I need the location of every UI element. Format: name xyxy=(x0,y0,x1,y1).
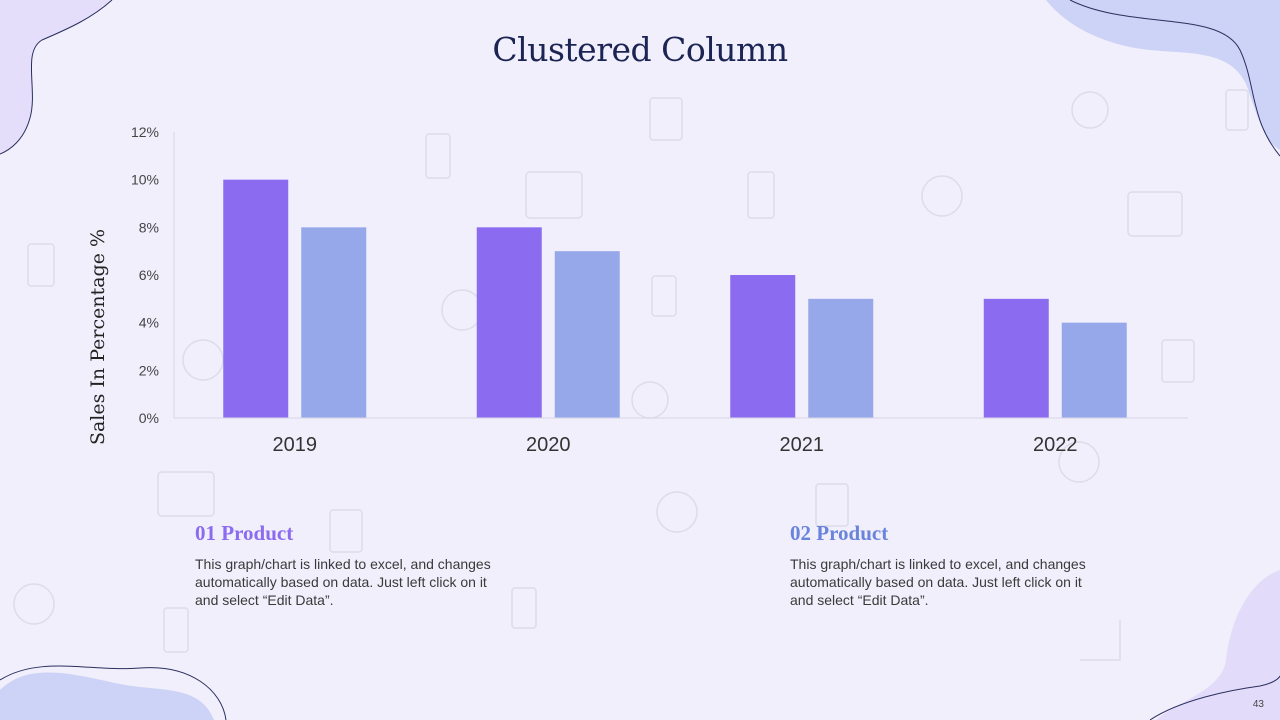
corner-blob-top-right xyxy=(1046,0,1280,150)
bar-2020-series-1 xyxy=(476,227,542,418)
hourglass-icon xyxy=(1225,89,1249,131)
y-tick-label: 12% xyxy=(131,124,159,140)
hourglass-icon xyxy=(425,133,451,179)
hourglass-icon xyxy=(511,587,537,629)
hourglass-icon xyxy=(163,607,189,653)
x-axis-ticks: 2019 2020 2021 2022 xyxy=(273,434,1078,456)
bar-chart-icon xyxy=(1080,620,1121,661)
globe-icon xyxy=(1058,441,1100,483)
product-2-description: This graph/chart is linked to excel, and… xyxy=(790,556,1086,608)
document-icon xyxy=(649,97,683,141)
globe-icon xyxy=(13,583,55,625)
y-tick-label: 4% xyxy=(139,315,159,331)
bar-2019-series-2 xyxy=(301,227,367,418)
calendar-icon xyxy=(525,171,583,219)
globe-icon xyxy=(921,175,963,217)
document-icon xyxy=(815,483,849,527)
bar-2021-series-1 xyxy=(730,275,796,418)
bar-2020-series-2 xyxy=(554,251,620,418)
corner-line-bottom-left xyxy=(0,665,227,720)
bar-2022-series-1 xyxy=(983,298,1049,418)
corner-line-bottom-right xyxy=(1149,675,1280,720)
y-tick-label: 0% xyxy=(139,410,159,426)
bars xyxy=(223,179,1127,418)
slide-title: Clustered Column xyxy=(492,30,788,69)
x-tick-label: 2019 xyxy=(273,434,318,456)
product-1-title: 01 Product xyxy=(195,521,294,545)
hourglass-icon xyxy=(27,243,55,287)
x-tick-label: 2022 xyxy=(1033,434,1078,456)
product-1-description: This graph/chart is linked to excel, and… xyxy=(195,556,491,608)
corner-blob-bottom-right xyxy=(1156,570,1280,720)
corner-line-top-right xyxy=(1069,0,1280,157)
document-icon xyxy=(1161,339,1195,383)
hourglass-icon xyxy=(651,275,677,317)
page-number: 43 xyxy=(1252,699,1264,710)
product-2-title: 02 Product xyxy=(790,521,889,545)
gear-icon xyxy=(1071,91,1109,129)
corner-line-top-left xyxy=(0,0,113,155)
bar-2019-series-1 xyxy=(223,179,289,418)
y-tick-label: 10% xyxy=(131,172,159,188)
x-tick-label: 2021 xyxy=(780,434,825,456)
bar-2022-series-2 xyxy=(1061,322,1127,418)
bar-2021-series-2 xyxy=(808,298,874,418)
corner-blob-bottom-left xyxy=(0,672,214,720)
globe-icon xyxy=(182,339,224,381)
hourglass-icon xyxy=(747,171,775,219)
y-tick-label: 6% xyxy=(139,267,159,283)
x-tick-label: 2020 xyxy=(526,434,571,456)
y-tick-label: 2% xyxy=(139,362,159,378)
y-axis-ticks: 0% 2% 4% 6% 8% 10% 12% xyxy=(131,124,159,426)
corner-blob-top-left xyxy=(0,0,112,154)
calendar-icon xyxy=(1127,191,1183,237)
calendar-icon xyxy=(157,471,215,517)
document-icon xyxy=(329,509,363,553)
watermark-icons xyxy=(13,89,1249,661)
globe-icon xyxy=(656,491,698,533)
y-axis-label: Sales In Percentage % xyxy=(87,229,109,445)
y-tick-label: 8% xyxy=(139,219,159,235)
